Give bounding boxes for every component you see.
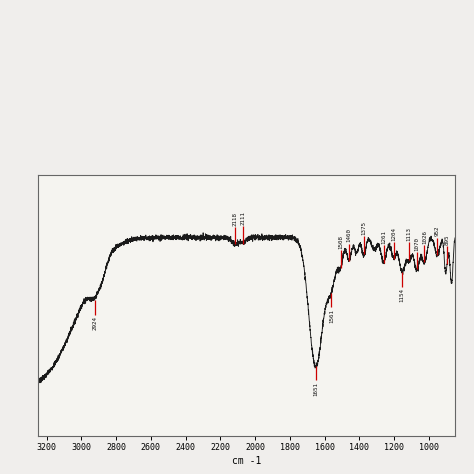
- Text: 1113: 1113: [407, 227, 412, 241]
- Text: 1508: 1508: [338, 235, 343, 249]
- Text: 2118: 2118: [232, 211, 237, 226]
- Text: 1026: 1026: [422, 230, 427, 244]
- X-axis label: cm -1: cm -1: [232, 456, 261, 466]
- Text: 1070: 1070: [414, 237, 419, 251]
- Text: 1561: 1561: [329, 309, 334, 323]
- Text: 1204: 1204: [391, 227, 396, 241]
- Text: 1460: 1460: [346, 228, 352, 243]
- Text: 1651: 1651: [313, 382, 319, 396]
- Text: 1375: 1375: [361, 221, 366, 235]
- Text: 2111: 2111: [240, 211, 246, 225]
- Text: 895: 895: [445, 235, 450, 245]
- Text: 952: 952: [435, 226, 440, 237]
- Text: 2924: 2924: [92, 316, 97, 330]
- Text: 1154: 1154: [400, 288, 405, 302]
- Text: 1261: 1261: [381, 230, 386, 244]
